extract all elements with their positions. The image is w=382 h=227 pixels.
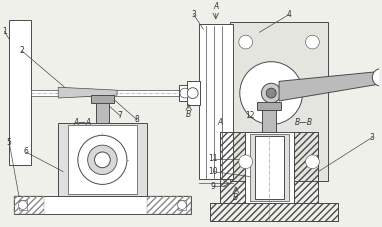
Text: 8: 8	[134, 115, 139, 124]
Circle shape	[239, 155, 253, 169]
Bar	[68, 125, 137, 194]
Circle shape	[306, 155, 319, 169]
Bar	[91, 95, 114, 103]
Text: B—B: B—B	[295, 118, 312, 127]
Text: A: A	[213, 2, 219, 11]
Text: 9: 9	[211, 182, 216, 191]
Text: 5: 5	[7, 138, 11, 147]
Circle shape	[18, 201, 27, 210]
Text: B: B	[233, 193, 238, 202]
Circle shape	[187, 88, 198, 99]
Circle shape	[240, 62, 303, 125]
Bar	[262, 103, 276, 132]
Circle shape	[94, 152, 110, 168]
Circle shape	[78, 135, 127, 184]
Bar	[14, 196, 191, 214]
Bar	[58, 123, 147, 196]
Bar	[210, 203, 338, 221]
Text: B: B	[186, 110, 191, 119]
Bar	[294, 132, 318, 203]
Bar	[96, 98, 109, 123]
Text: 11: 11	[209, 154, 218, 163]
Bar	[14, 196, 44, 214]
Circle shape	[261, 83, 281, 103]
Bar	[220, 132, 245, 203]
Bar	[9, 20, 31, 165]
Bar	[220, 132, 245, 203]
Text: 3: 3	[191, 10, 196, 19]
Bar	[254, 136, 284, 199]
Text: 10: 10	[209, 167, 218, 176]
Circle shape	[306, 35, 319, 49]
Text: 6: 6	[23, 148, 28, 156]
Text: 7: 7	[118, 111, 123, 120]
Bar	[19, 200, 27, 210]
Circle shape	[88, 145, 117, 175]
Text: 4: 4	[286, 10, 291, 19]
Bar	[179, 85, 191, 101]
Polygon shape	[58, 87, 117, 98]
Bar	[230, 22, 328, 181]
Circle shape	[178, 201, 186, 210]
Bar	[147, 196, 191, 214]
Bar	[31, 90, 188, 96]
Circle shape	[239, 35, 253, 49]
Circle shape	[372, 69, 382, 86]
Bar	[199, 24, 233, 180]
Circle shape	[180, 88, 190, 98]
Bar	[178, 200, 186, 210]
Text: A: A	[217, 118, 223, 127]
Polygon shape	[279, 72, 382, 101]
Bar	[210, 203, 338, 221]
Text: 2: 2	[19, 46, 24, 55]
Bar	[294, 132, 318, 203]
Text: 3: 3	[370, 133, 375, 142]
Text: 12: 12	[245, 111, 254, 120]
Bar	[249, 134, 289, 201]
Bar	[187, 81, 199, 105]
Bar	[245, 132, 294, 203]
Text: A—A: A—A	[74, 118, 92, 127]
Text: 1: 1	[2, 27, 6, 36]
Bar	[257, 102, 281, 110]
Circle shape	[266, 88, 276, 98]
